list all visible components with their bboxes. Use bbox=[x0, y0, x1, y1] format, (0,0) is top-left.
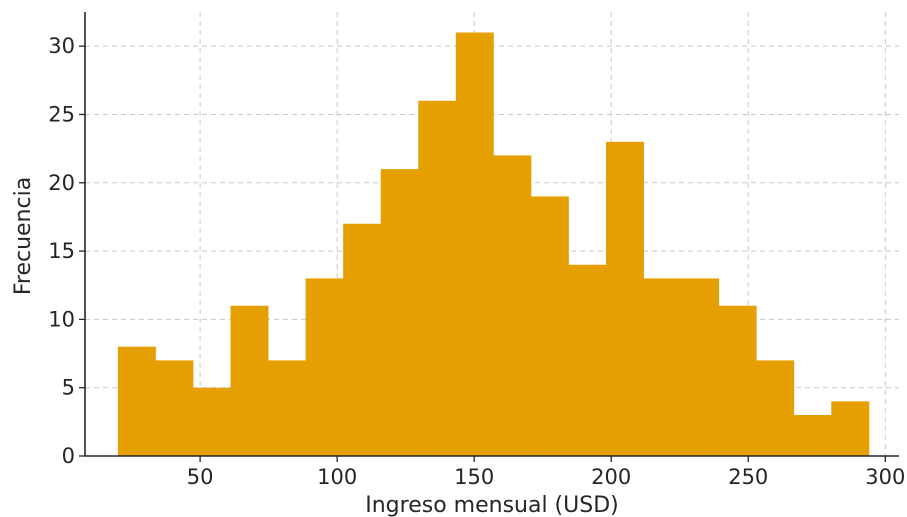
histogram-bar bbox=[756, 360, 795, 456]
histogram-bar bbox=[268, 360, 307, 456]
histogram-bar bbox=[606, 141, 644, 457]
x-axis-label: Ingreso mensual (USD) bbox=[365, 493, 618, 517]
x-tick-label: 300 bbox=[865, 465, 905, 489]
y-tick-label: 15 bbox=[48, 239, 75, 263]
histogram-bar bbox=[117, 346, 156, 456]
histogram-bar bbox=[718, 305, 757, 456]
y-tick-label: 30 bbox=[48, 34, 75, 58]
histogram-bar bbox=[305, 278, 344, 456]
histogram-bar bbox=[793, 415, 832, 456]
histogram-bar bbox=[455, 32, 494, 456]
x-tick-label: 150 bbox=[454, 465, 494, 489]
histogram-bar bbox=[681, 278, 720, 456]
y-tick-label: 25 bbox=[48, 102, 75, 126]
y-axis-label: Frecuencia bbox=[11, 177, 36, 295]
histogram-bar bbox=[418, 100, 457, 457]
histogram-bar bbox=[155, 360, 194, 456]
y-tick-label: 20 bbox=[48, 171, 75, 195]
y-tick-label: 0 bbox=[62, 444, 75, 468]
ticks-layer: 50 100 150 200 250 300 0 5 10 15 20 25 30 bbox=[48, 34, 905, 489]
x-tick-label: 50 bbox=[187, 465, 214, 489]
bars-layer bbox=[117, 32, 870, 457]
x-tick-label: 100 bbox=[317, 465, 357, 489]
y-tick-label: 5 bbox=[62, 376, 75, 400]
histogram-bar bbox=[831, 401, 870, 456]
histogram-bar bbox=[568, 264, 607, 456]
histogram-bar bbox=[192, 387, 231, 456]
histogram-bar bbox=[343, 223, 382, 456]
axes-layer bbox=[84, 12, 899, 457]
histogram-bar bbox=[530, 196, 569, 456]
histogram-bar bbox=[230, 305, 269, 456]
x-tick-label: 250 bbox=[728, 465, 768, 489]
histogram-bar bbox=[643, 278, 682, 456]
y-tick-label: 10 bbox=[48, 307, 75, 331]
x-tick-label: 200 bbox=[591, 465, 631, 489]
histogram-bar bbox=[380, 169, 419, 456]
histogram-bar bbox=[493, 155, 532, 456]
